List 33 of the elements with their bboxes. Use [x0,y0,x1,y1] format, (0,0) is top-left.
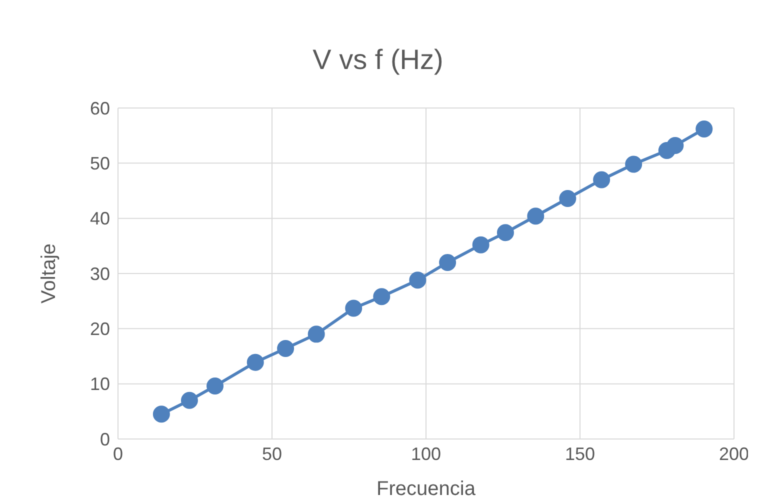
point [345,300,362,317]
point [496,224,514,242]
y-tick-label: 60 [90,98,110,118]
y-axis-title: Voltaje [38,243,60,304]
point [246,354,264,371]
y-tick-label: 10 [90,374,110,394]
point [472,236,490,254]
point [527,208,544,225]
point [696,120,713,138]
point [409,272,426,289]
point [308,326,325,343]
point [180,392,198,409]
x-tick-label: 100 [410,444,442,464]
point [439,254,456,271]
x-tick-label: 50 [262,444,282,464]
x-axis-title: Frecuencia [376,478,476,500]
y-tick-label: 0 [100,429,110,450]
y-tick-label: 40 [90,208,110,229]
point [206,378,224,395]
point [373,288,390,306]
y-tick-label: 20 [90,319,110,340]
y-tick-label: 30 [90,264,110,284]
x-tick-label: 0 [112,444,124,464]
x-tick-label: 150 [564,444,596,464]
x-tick-label: 200 [718,444,750,464]
point [666,137,684,154]
y-tick-label: 50 [90,154,110,174]
point [625,156,642,173]
point [559,190,576,207]
chart-title: V vs f (Hz) [312,43,444,77]
point [277,340,294,358]
point [593,171,610,188]
point [152,406,170,423]
